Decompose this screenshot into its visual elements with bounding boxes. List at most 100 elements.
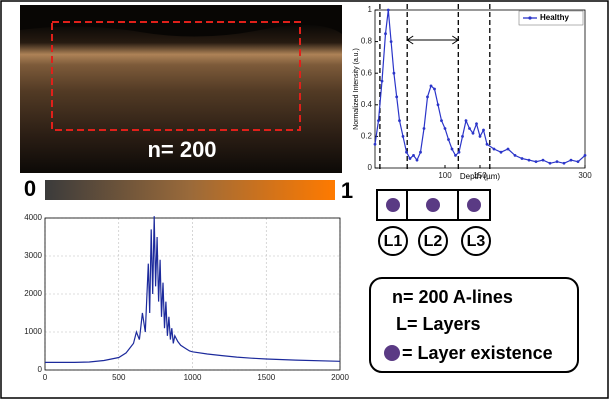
point (436, 103, 440, 107)
point (482, 128, 485, 132)
colorbar-min: 0 (24, 176, 36, 201)
point (398, 119, 401, 122)
y-tick-label: 0 (38, 365, 43, 374)
point (433, 87, 436, 91)
x-tick-label: 300 (578, 171, 592, 180)
y-tick-label: 0.4 (361, 100, 373, 109)
point (457, 150, 461, 154)
point (468, 127, 471, 130)
y-tick-label: 0.2 (361, 132, 373, 141)
x-tick-label: 1500 (257, 373, 275, 382)
plot-frame (374, 9, 586, 169)
y-tick-label: 2000 (24, 289, 42, 298)
point (548, 161, 552, 165)
point (485, 142, 489, 146)
y-tick-label: 3000 (24, 251, 42, 260)
point (492, 147, 496, 151)
point (389, 40, 393, 43)
key-text: = Layer existence (402, 343, 553, 363)
layer-frame (376, 189, 491, 221)
key-text: L= Layers (396, 314, 481, 334)
layer-dot (386, 198, 400, 212)
point (422, 127, 426, 130)
layer-label: L3 (467, 233, 486, 250)
point (429, 84, 433, 88)
point (555, 160, 559, 164)
oct-tissue (20, 24, 342, 173)
colorbar-max: 1 (341, 178, 353, 203)
layer-label: L2 (424, 233, 443, 250)
image-label: n= 200 (147, 137, 216, 162)
point (405, 150, 408, 154)
layer-box: L1 L2 L3 (376, 189, 491, 256)
roi-box (51, 21, 301, 131)
key-box: n= 200 A-lines L= Layers = Layer existen… (369, 277, 579, 373)
x-tick-label: 1000 (184, 373, 202, 382)
point (450, 147, 454, 151)
plot-frame (44, 217, 341, 371)
point (426, 95, 429, 99)
point (478, 135, 482, 138)
point (506, 147, 510, 151)
point (569, 158, 573, 162)
point (443, 127, 447, 130)
point (475, 122, 478, 126)
y-tick-label: 4000 (24, 213, 42, 222)
point (583, 153, 587, 157)
series-line (374, 9, 586, 164)
point (377, 119, 380, 122)
x-tick-label: 0 (43, 373, 48, 382)
series-line (45, 216, 341, 363)
point (520, 157, 524, 160)
legend-frame (518, 10, 584, 26)
point (412, 153, 415, 157)
key-text: n= 200 A-lines (392, 287, 513, 307)
y-tick-label: 1 (368, 5, 373, 14)
point (395, 95, 399, 99)
point (386, 8, 390, 12)
point (392, 71, 396, 75)
layer-dot (467, 198, 481, 212)
layer-ring (418, 226, 448, 256)
point (447, 138, 450, 141)
point (513, 153, 517, 157)
layer-dot (426, 198, 440, 212)
colorbar (45, 180, 335, 200)
point (373, 142, 377, 146)
x-tick-label: 100 (438, 171, 452, 180)
point (440, 119, 443, 122)
x-tick-label: 2000 (331, 373, 349, 382)
point (461, 135, 464, 138)
layer-ring (378, 226, 408, 256)
layer-label: L1 (384, 233, 403, 250)
y-tick-label: 0 (368, 163, 373, 172)
point (384, 32, 387, 36)
layer-ring (461, 226, 491, 256)
point (562, 161, 566, 165)
point (527, 158, 531, 162)
point (454, 153, 457, 157)
point (499, 150, 503, 154)
key-frame (369, 277, 579, 373)
y-tick-label: 0.6 (361, 68, 373, 77)
y-tick-label: 1000 (24, 327, 42, 336)
point (534, 160, 538, 164)
key-dot (384, 345, 400, 361)
x-axis-label: Depth (µm) (460, 172, 501, 181)
point (419, 150, 422, 154)
point (408, 157, 412, 160)
y-axis-label: Normalized Intensity (a.u.) (353, 48, 360, 130)
point (380, 79, 384, 83)
x-tick-label: 500 (112, 373, 126, 382)
y-tick-label: 0.8 (361, 37, 373, 46)
legend-swatch (528, 16, 532, 20)
x-tick-label: 150 (473, 171, 487, 180)
legend-label: Healthy (540, 13, 569, 22)
point (415, 158, 419, 162)
point (471, 131, 475, 135)
point (541, 158, 545, 162)
span-arrow (406, 35, 460, 45)
point (464, 119, 468, 122)
